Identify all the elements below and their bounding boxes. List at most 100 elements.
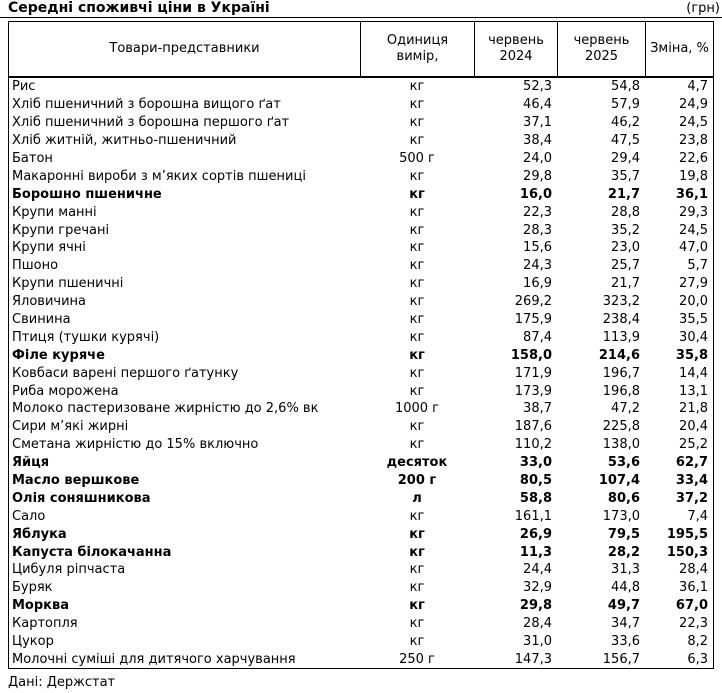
price-june-2025: 49,7 [607,598,640,614]
price-june-2025: 44,8 [611,580,640,596]
change-percent: 23,8 [679,133,708,149]
change-percent: 150,3 [666,544,708,560]
price-june-2024: 38,7 [523,401,552,417]
price-june-2024: 24,3 [523,258,552,274]
unit-of-measure: кг [409,634,425,650]
table-row: Пшоно кг 24,3 25,7 5,7 [9,257,713,275]
product-name: Яловичина [12,294,87,310]
product-name: Хліб пшеничний з борошна першого ґат [12,115,290,131]
product-name: Борошно пшеничне [12,186,162,202]
change-percent: 25,2 [679,437,708,453]
product-name: Птиця (тушки курячі) [12,329,160,345]
change-percent: 28,4 [679,562,708,578]
price-june-2024: 16,0 [519,186,552,202]
table-row: Молоко пастеризоване жирністю до 2,6% вк… [9,400,713,418]
price-june-2024: 87,4 [523,329,552,345]
table-row: Олія соняшникова л 58,8 80,6 37,2 [9,489,713,507]
price-june-2024: 269,2 [514,294,552,310]
price-june-2024: 16,9 [523,276,552,292]
col-header-products: Товари-представники [109,41,260,56]
unit-of-measure: кг [409,97,425,113]
change-percent: 5,7 [687,258,708,274]
change-percent: 22,3 [679,616,708,632]
price-june-2024: 29,8 [519,598,552,614]
change-percent: 19,8 [679,168,708,184]
product-name: Масло вершкове [12,473,140,489]
unit-of-measure: кг [409,115,425,131]
product-name: Хліб пшеничний з борошна вищого ґат [12,97,281,113]
price-june-2024: 31,0 [523,634,552,650]
change-percent: 30,4 [679,329,708,345]
unit-of-measure: кг [409,168,425,184]
product-name: Рис [12,79,36,95]
table-row: Крупи пшеничні кг 16,9 21,7 27,9 [9,275,713,293]
change-percent: 27,9 [679,276,708,292]
change-percent: 20,0 [679,294,708,310]
price-june-2024: 15,6 [523,240,552,256]
change-percent: 62,7 [675,455,708,471]
price-june-2024: 80,5 [519,473,552,489]
unit-of-measure: кг [409,580,425,596]
product-name: Риба морожена [12,383,119,399]
unit-of-measure: кг [409,204,425,220]
unit-of-measure: кг [409,562,425,578]
price-june-2024: 173,9 [514,383,552,399]
table-row: Макаронні вироби з м’яких сортів пшениці… [9,167,713,185]
price-june-2024: 37,1 [523,115,552,131]
product-name: Батон [12,151,53,166]
table-row: Свинина кг 175,9 238,4 35,5 [9,311,713,329]
price-june-2025: 196,8 [602,383,640,399]
unit-of-measure: кг [409,544,425,560]
price-june-2025: 21,7 [611,276,640,292]
unit-of-measure: кг [409,133,425,149]
unit-of-measure: кг [409,526,425,542]
change-percent: 36,1 [679,580,708,596]
price-june-2025: 53,6 [607,455,640,471]
price-june-2025: 28,8 [611,204,640,220]
price-june-2025: 238,4 [602,312,640,328]
price-june-2025: 173,0 [602,508,640,524]
price-june-2025: 156,7 [602,651,640,667]
product-name: Цукор [12,634,54,650]
table-row: Капуста білокачанна кг 11,3 28,2 150,3 [9,543,713,561]
price-june-2025: 214,6 [598,347,640,363]
table-row: Хліб пшеничний з борошна першого ґат кг … [9,114,713,132]
product-name: Пшоно [12,258,59,274]
unit-of-measure: 1000 г [394,401,440,417]
price-june-2024: 175,9 [514,312,552,328]
unit-of-measure: кг [409,508,425,524]
change-percent: 67,0 [675,598,708,614]
price-june-2025: 23,0 [611,240,640,256]
data-source: Дані: Держстат [8,675,116,690]
change-percent: 7,4 [687,508,708,524]
change-percent: 35,5 [679,312,708,328]
price-june-2024: 158,0 [510,347,552,363]
table-row: Крупи гречані кг 28,3 35,2 24,5 [9,221,713,239]
change-percent: 47,0 [679,240,708,256]
table-row: Батон 500 г 24,0 29,4 22,6 [9,150,713,168]
change-percent: 195,5 [666,526,708,542]
product-name: Крупи гречані [12,222,110,238]
table-row: Риба морожена кг 173,9 196,8 13,1 [9,382,713,400]
change-percent: 37,2 [675,490,708,506]
price-june-2024: 147,3 [514,651,552,667]
col-header-june-2024: червень 2024 [474,22,557,76]
price-june-2025: 196,7 [602,365,640,381]
price-june-2025: 107,4 [598,473,640,489]
table-row: Яблука кг 26,9 79,5 195,5 [9,525,713,543]
table-row: Крупи ячні кг 15,6 23,0 47,0 [9,239,713,257]
price-june-2025: 25,7 [611,258,640,274]
price-june-2025: 57,9 [611,97,640,113]
product-name: Крупи ячні [12,240,86,256]
table-row: Яйця десяток 33,0 53,6 62,7 [9,454,713,472]
table-row: Птиця (тушки курячі) кг 87,4 113,9 30,4 [9,328,713,346]
price-june-2025: 79,5 [607,526,640,542]
price-june-2024: 11,3 [519,544,552,560]
price-june-2024: 110,2 [514,437,552,453]
unit-of-measure: кг [409,329,425,345]
table-row: Рис кг 52,3 54,8 4,7 [9,78,713,96]
table-row: Молочні суміші для дитячого харчування 2… [9,651,713,669]
unit-of-measure: кг [409,365,425,381]
price-june-2025: 28,2 [607,544,640,560]
